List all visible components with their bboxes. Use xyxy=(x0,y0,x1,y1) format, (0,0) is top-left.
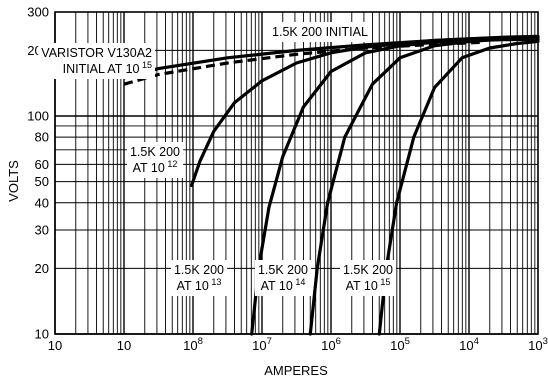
x-tick-label: 105 xyxy=(390,336,410,353)
x-tick-label: 107 xyxy=(252,336,272,353)
series-layer xyxy=(123,34,540,336)
x-tick-label: 10 xyxy=(117,338,131,353)
annotation-background xyxy=(254,260,312,296)
y-tick-label: 50 xyxy=(35,174,49,189)
annotation-background xyxy=(269,22,371,42)
y-tick-label: 60 xyxy=(35,157,49,172)
y-tick-label: 20 xyxy=(35,261,49,276)
y-tick-label: 30 xyxy=(35,222,49,237)
series-line-5 xyxy=(308,36,540,336)
annotation-text: 1.5K 200 INITIAL xyxy=(272,25,368,39)
annotation-background xyxy=(339,260,397,296)
x-axis-label: AMPERES xyxy=(264,363,328,378)
annotation-text: VARISTOR V130A2 xyxy=(41,46,152,60)
annotation-1: 1.5K 200 INITIAL xyxy=(269,22,371,42)
x-tick-label: 106 xyxy=(321,336,341,353)
series-line-3 xyxy=(190,35,540,188)
annotation-text: 1.5K 200 xyxy=(130,145,180,159)
x-tick-labels: 10 10 108 107 106 105 104 103 xyxy=(48,336,548,353)
x-tick-label: 104 xyxy=(459,336,479,353)
annotation-background xyxy=(126,142,184,178)
x-tick-label: 108 xyxy=(183,336,203,353)
annotation-text: INITIAL AT 10 15 xyxy=(63,60,152,76)
annotation-background xyxy=(170,260,228,296)
y-axis-label: VOLTS xyxy=(6,160,21,202)
annotation-text: 1.5K 200 xyxy=(343,263,393,277)
y-tick-label: 10 xyxy=(35,327,49,342)
y-tick-label: 100 xyxy=(27,109,49,124)
y-tick-label: 80 xyxy=(35,130,49,145)
y-tick-label: 300 xyxy=(27,5,49,20)
annotation-text: 1.5K 200 xyxy=(258,263,308,277)
x-tick-label: 10 xyxy=(48,338,62,353)
series-line-6 xyxy=(377,39,540,336)
plot-frame xyxy=(54,11,539,335)
annotation-background xyxy=(38,43,156,79)
y-tick-label: 40 xyxy=(35,195,49,210)
x-tick-label: 103 xyxy=(528,336,548,353)
annotation-text: 1.5K 200 xyxy=(174,263,224,277)
